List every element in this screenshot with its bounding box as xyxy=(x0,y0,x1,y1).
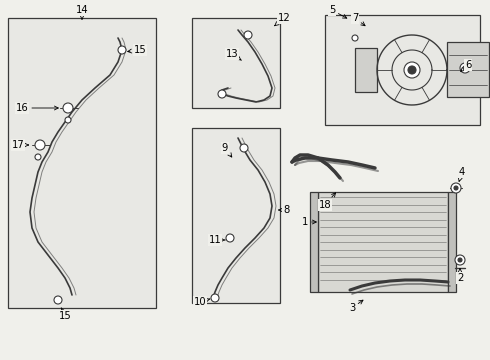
Circle shape xyxy=(455,255,465,265)
Circle shape xyxy=(454,186,458,190)
Circle shape xyxy=(63,103,73,113)
Text: 13: 13 xyxy=(226,49,242,60)
Bar xyxy=(310,192,318,292)
Text: 9: 9 xyxy=(222,143,232,157)
Text: 17: 17 xyxy=(12,140,28,150)
Text: 18: 18 xyxy=(318,193,336,210)
Circle shape xyxy=(352,35,358,41)
Circle shape xyxy=(458,258,462,262)
Text: 1: 1 xyxy=(302,217,316,227)
Circle shape xyxy=(451,183,461,193)
Text: 2: 2 xyxy=(457,269,463,283)
Circle shape xyxy=(118,46,126,54)
Text: 3: 3 xyxy=(349,300,363,313)
Bar xyxy=(447,42,489,97)
Circle shape xyxy=(218,90,226,98)
Text: 5: 5 xyxy=(329,5,347,18)
Bar xyxy=(325,15,480,125)
Text: 10: 10 xyxy=(194,297,210,307)
Bar xyxy=(192,18,280,108)
Text: 11: 11 xyxy=(209,235,225,245)
Text: 15: 15 xyxy=(128,45,147,55)
Text: 8: 8 xyxy=(279,205,289,215)
Text: 4: 4 xyxy=(458,167,465,181)
Text: 15: 15 xyxy=(59,308,72,321)
Circle shape xyxy=(408,66,416,74)
Circle shape xyxy=(65,117,71,123)
Circle shape xyxy=(240,144,248,152)
Circle shape xyxy=(226,234,234,242)
Circle shape xyxy=(404,62,420,78)
Circle shape xyxy=(35,154,41,160)
Text: 12: 12 xyxy=(275,13,291,26)
Bar xyxy=(318,192,448,292)
Circle shape xyxy=(463,66,467,70)
Bar xyxy=(192,128,280,303)
Circle shape xyxy=(211,294,219,302)
Text: 14: 14 xyxy=(75,5,88,19)
Bar xyxy=(355,48,377,92)
Circle shape xyxy=(460,63,470,73)
Bar xyxy=(448,192,456,292)
Bar xyxy=(8,18,156,308)
Text: 7: 7 xyxy=(352,13,365,26)
Text: 6: 6 xyxy=(461,60,471,71)
Text: 16: 16 xyxy=(16,103,58,113)
Circle shape xyxy=(244,31,252,39)
Circle shape xyxy=(35,140,45,150)
Circle shape xyxy=(54,296,62,304)
